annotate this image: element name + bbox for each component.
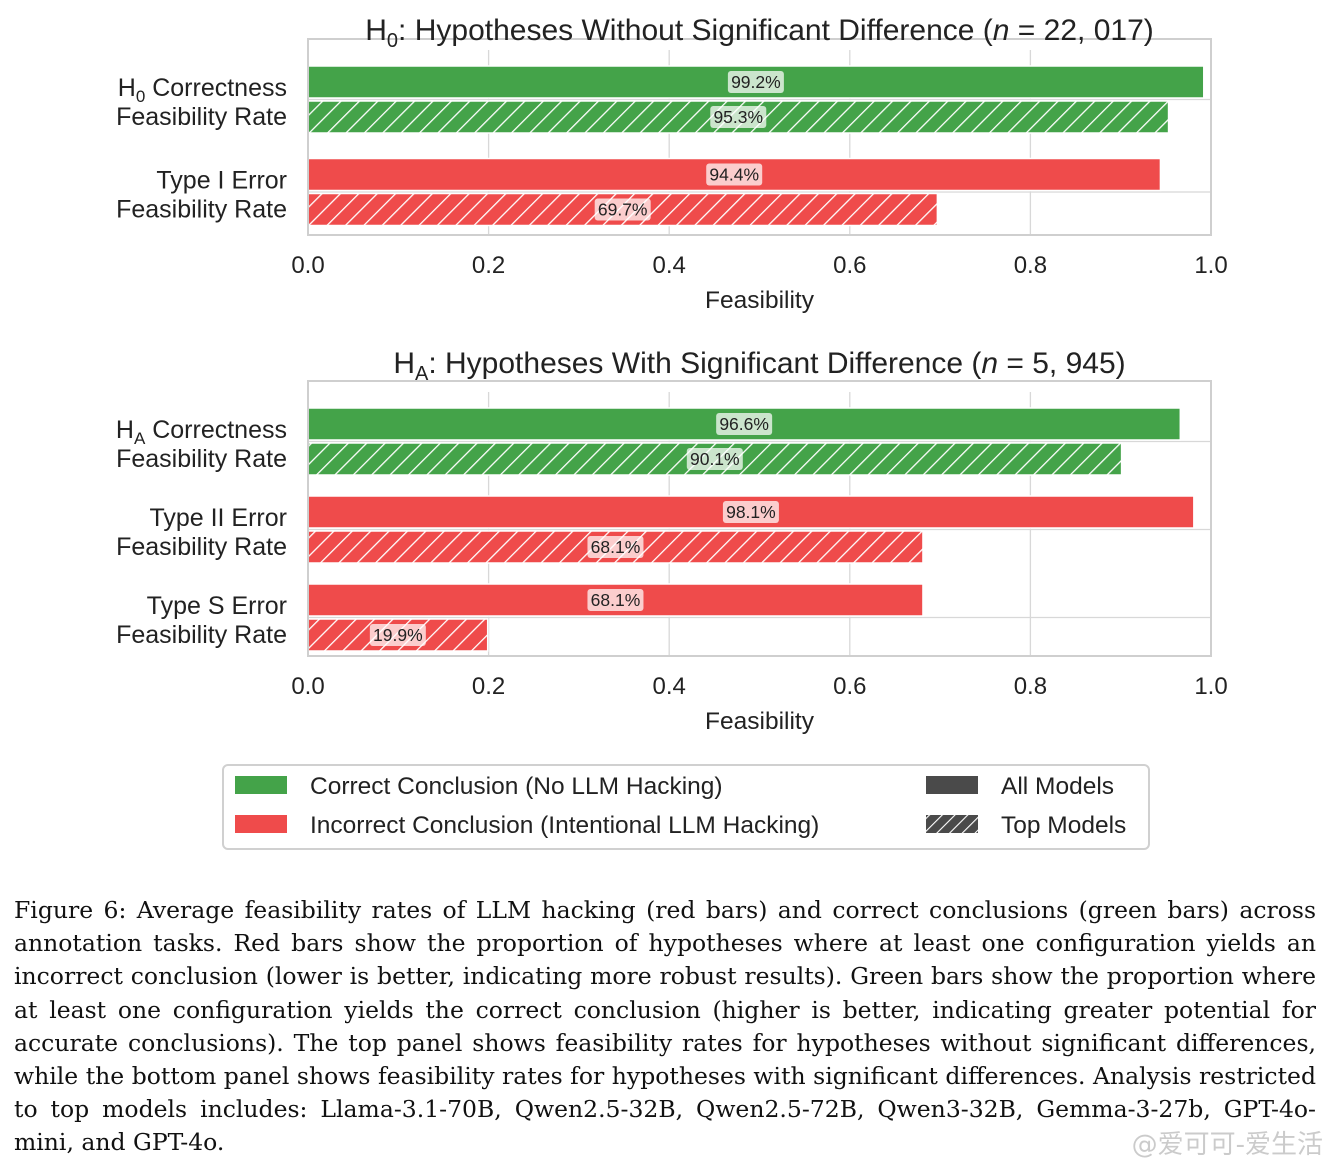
title-text: : Hypotheses With Significant Difference…	[428, 347, 981, 380]
title-n-var: n	[981, 347, 998, 380]
data-label-box	[722, 501, 779, 523]
legend-swatch	[235, 815, 287, 833]
category-label-main: H	[118, 74, 136, 102]
x-tick-label: 0.4	[653, 252, 686, 279]
category-label-rest: Correctness	[145, 416, 287, 444]
watermark-text: @爱可可-爱生活	[1131, 1130, 1323, 1160]
title-n-var: n	[993, 14, 1010, 47]
category-label-line2: Feasibility Rate	[116, 196, 287, 224]
legend-swatch-hatch	[926, 815, 978, 833]
category-label-line2: Feasibility Rate	[116, 445, 287, 473]
x-tick-label: 0.4	[653, 673, 686, 700]
x-tick-label: 0.0	[291, 673, 324, 700]
title-sub: 0	[387, 30, 398, 52]
title-sub: A	[415, 363, 429, 385]
category-label: HA Correctness	[116, 416, 287, 448]
category-label-line2: Feasibility Rate	[116, 103, 287, 131]
x-tick-label: 0.6	[833, 673, 866, 700]
chart-legend: Correct Conclusion (No LLM Hacking) Incor…	[222, 764, 1150, 850]
category-label-sub: 0	[136, 87, 145, 106]
data-label-box	[727, 71, 784, 93]
title-n-value: = 5, 945)	[998, 347, 1126, 380]
legend-swatch	[926, 776, 978, 794]
x-tick-label: 0.2	[472, 252, 505, 279]
title-n-value: = 22, 017)	[1009, 14, 1153, 47]
x-tick-label: 0.8	[1014, 252, 1047, 279]
title-main: H	[365, 14, 387, 47]
data-label: 90.1%	[690, 449, 740, 469]
data-label-box	[686, 448, 743, 470]
data-label: 94.4%	[709, 165, 759, 185]
data-label-box	[587, 589, 644, 611]
data-label: 95.3%	[713, 107, 763, 127]
x-tick-label: 0.0	[291, 252, 324, 279]
data-label: 69.7%	[598, 200, 648, 220]
x-tick-label: 0.8	[1014, 673, 1047, 700]
x-tick-label: 1.0	[1194, 252, 1227, 279]
x-tick-label: 0.2	[472, 673, 505, 700]
axes-frame	[307, 38, 1212, 236]
figure-caption: Figure 6: Average feasibility rates of L…	[14, 896, 1316, 1157]
chart-title: H0: Hypotheses Without Significant Diffe…	[365, 14, 1154, 52]
data-label-box	[706, 163, 763, 186]
data-label-box	[369, 624, 426, 646]
category-label-line2: Feasibility Rate	[116, 621, 287, 649]
data-label: 98.1%	[726, 502, 776, 522]
x-axis-label: Feasibility	[705, 708, 815, 735]
data-label: 19.9%	[373, 625, 423, 645]
data-label-box	[710, 106, 767, 128]
title-main: H	[393, 347, 415, 380]
category-label-sub: A	[134, 429, 146, 448]
x-tick-label: 1.0	[1194, 673, 1227, 700]
category-label-main: H	[116, 416, 134, 444]
data-label: 68.1%	[591, 590, 641, 610]
data-label: 99.2%	[731, 72, 781, 92]
legend-label: Incorrect Conclusion (Intentional LLM Ha…	[310, 812, 819, 839]
category-label-rest: Correctness	[145, 74, 287, 102]
category-label: Type II Error	[149, 504, 287, 532]
data-label: 68.1%	[591, 537, 641, 557]
category-label: Type I Error	[156, 167, 287, 195]
axes-frame	[307, 380, 1212, 657]
legend-label: Correct Conclusion (No LLM Hacking)	[310, 773, 723, 800]
legend-swatch	[235, 776, 287, 794]
data-label-box	[587, 536, 644, 558]
legend-label: Top Models	[1001, 812, 1126, 839]
category-label-line2: Feasibility Rate	[116, 533, 287, 561]
category-label: Type S Error	[147, 592, 287, 620]
x-axis-label: Feasibility	[705, 287, 815, 314]
legend-label: All Models	[1001, 773, 1114, 800]
category-label: H0 Correctness	[118, 74, 287, 106]
title-text: : Hypotheses Without Significant Differe…	[398, 14, 993, 47]
x-tick-label: 0.6	[833, 252, 866, 279]
data-label-box	[594, 198, 651, 221]
chart-title: HA: Hypotheses With Significant Differen…	[393, 347, 1125, 385]
data-label-box	[716, 413, 773, 435]
data-label: 96.6%	[719, 414, 769, 434]
legend-frame	[222, 764, 1150, 850]
